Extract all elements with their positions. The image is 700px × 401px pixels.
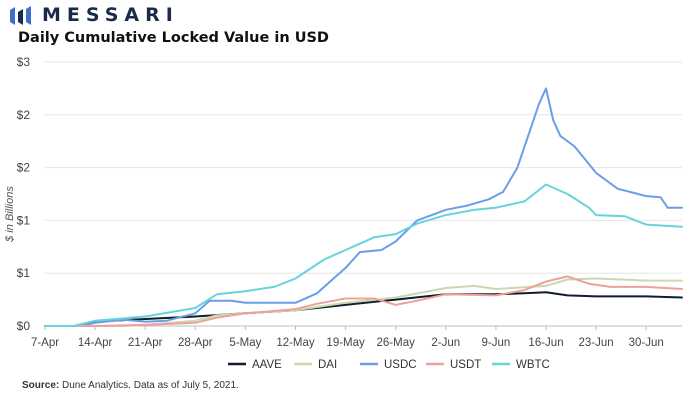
y-tick-label: $3: [17, 55, 31, 69]
x-tick-label: 30-Jun: [629, 337, 664, 349]
x-tick-label: 28-Apr: [178, 337, 213, 349]
y-tick-label: $1: [17, 213, 31, 227]
x-tick-label: 9-Jun: [482, 337, 511, 349]
x-axis-ticks: 7-Apr 14-Apr 21-Apr 28-Apr 5-May 12-May 19-May…: [31, 326, 664, 349]
x-tick-label: 19-May: [326, 337, 365, 349]
x-tick-label: 2-Jun: [431, 337, 460, 349]
y-axis-label: $ in Billions: [4, 186, 16, 243]
series-line-usdt: [44, 275, 683, 327]
x-tick-label: 21-Apr: [128, 337, 163, 349]
legend-label-dai: DAI: [318, 359, 337, 371]
messari-logo-icon: [10, 6, 31, 25]
x-tick-label: 5-May: [229, 337, 261, 349]
source-note: Source: Dune Analytics. Data as of July …: [22, 380, 239, 391]
chart-title: Daily Cumulative Locked Value in USD: [18, 30, 329, 46]
source-text: Dune Analytics. Data as of July 5, 2021.: [59, 380, 239, 391]
legend-label-usdt: USDT: [450, 359, 481, 371]
y-tick-label: $2: [17, 161, 31, 175]
series-line-usdc: [44, 87, 683, 327]
x-tick-label: 14-Apr: [78, 337, 113, 349]
brand-name: MESSARI: [42, 4, 179, 26]
series-lines: [44, 87, 683, 327]
source-label: Source:: [22, 380, 60, 391]
y-tick-label: $1: [17, 266, 31, 280]
y-tick-label: $0: [17, 319, 31, 333]
series-line-wbtc: [44, 183, 683, 327]
y-axis-ticks: $0 $1 $1 $2 $2 $3: [17, 55, 31, 333]
legend: AAVE DAI USDC USDT WBTC: [228, 359, 550, 371]
grid-lines: [45, 61, 682, 327]
brand-logo: MESSARI: [10, 4, 179, 26]
x-tick-label: 26-May: [377, 337, 416, 349]
legend-label-aave: AAVE: [252, 359, 282, 371]
x-tick-label: 23-Jun: [579, 337, 614, 349]
x-tick-label: 7-Apr: [31, 337, 59, 349]
y-tick-label: $2: [17, 108, 31, 122]
x-tick-label: 16-Jun: [528, 337, 563, 349]
x-tick-label: 12-May: [276, 337, 315, 349]
legend-label-wbtc: WBTC: [516, 359, 550, 371]
legend-label-usdc: USDC: [384, 359, 417, 371]
